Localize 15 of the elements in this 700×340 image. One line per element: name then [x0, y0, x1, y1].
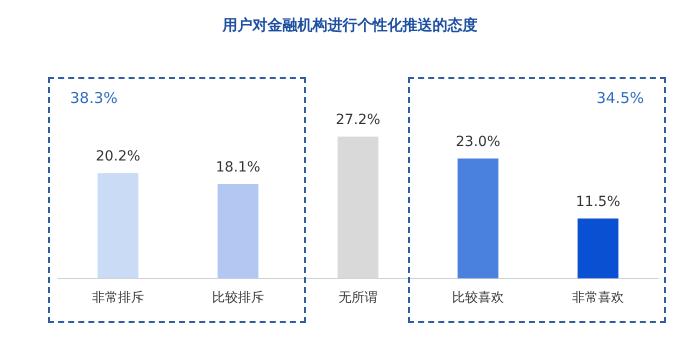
chart-title: 用户对金融机构进行个性化推送的态度 — [221, 16, 478, 35]
x-tick-label: 非常排斥 — [92, 290, 144, 306]
data-label: 23.0% — [456, 134, 500, 150]
x-tick-label: 无所谓 — [338, 290, 378, 306]
x-tick-label: 比较喜欢 — [452, 290, 504, 306]
bar — [458, 158, 498, 278]
x-tick-label: 非常喜欢 — [572, 290, 624, 306]
data-label: 27.2% — [336, 112, 380, 128]
bar — [98, 173, 138, 278]
data-label: 11.5% — [576, 194, 620, 210]
x-tick-label: 比较排斥 — [212, 290, 264, 306]
data-label: 18.1% — [216, 160, 260, 176]
bar — [218, 184, 258, 278]
bar — [578, 218, 618, 278]
data-label: 20.2% — [96, 148, 140, 165]
